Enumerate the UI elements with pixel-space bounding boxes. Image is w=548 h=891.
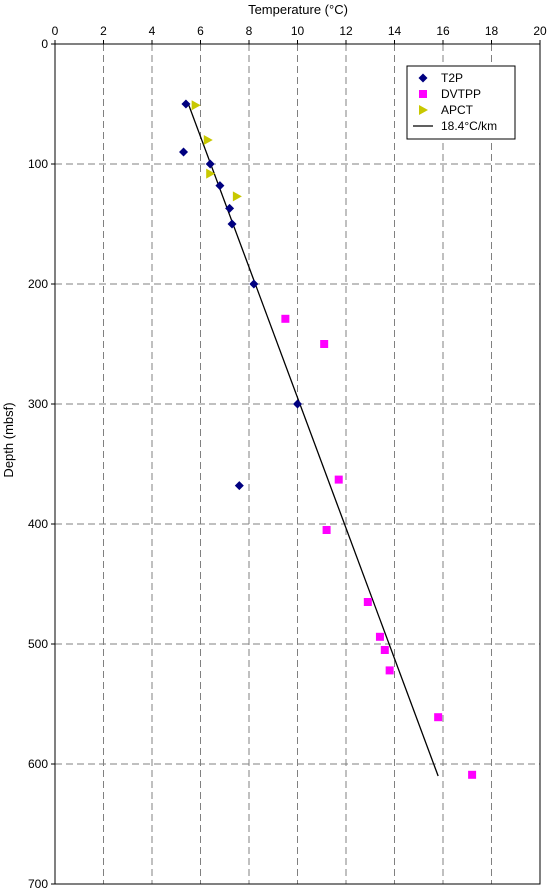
legend-label: DVTPP	[441, 87, 481, 101]
x-tick-label: 16	[436, 24, 450, 38]
y-tick-label: 400	[28, 517, 48, 531]
t2p-point	[181, 99, 191, 109]
t2p-point	[293, 399, 302, 409]
apct-point	[191, 100, 201, 111]
dvtpp-point	[380, 646, 389, 654]
dvtpp-point	[334, 475, 343, 484]
t2p-point	[215, 181, 225, 191]
dvtpp-point	[385, 666, 394, 675]
x-tick-label: 6	[197, 24, 204, 38]
dvtpp-point	[468, 770, 477, 779]
legend-label: 18.4°C/km	[441, 119, 497, 133]
x-tick-label: 20	[533, 24, 547, 38]
legend-marker-swatch	[419, 90, 427, 98]
x-tick-label: 18	[485, 24, 499, 38]
dvtpp-point	[281, 314, 290, 323]
y-tick-label: 200	[28, 277, 48, 291]
x-tick-label: 4	[149, 24, 156, 38]
x-tick-label: 10	[291, 24, 305, 38]
x-tick-label: 8	[246, 24, 253, 38]
y-tick-label: 0	[41, 37, 48, 51]
y-tick-label: 600	[28, 757, 48, 771]
t2p-point	[225, 203, 235, 213]
data-series	[179, 99, 477, 779]
x-axis-title: Temperature (°C)	[248, 2, 348, 17]
x-tick-label: 0	[52, 24, 59, 38]
dvtpp-point	[320, 340, 329, 348]
trend-line	[187, 103, 439, 777]
dvtpp-point	[363, 598, 372, 606]
t2p-point	[249, 279, 259, 289]
legend-label: T2P	[441, 71, 463, 85]
t2p-point	[234, 481, 244, 491]
t2p-point	[227, 219, 237, 229]
apct-point	[203, 135, 213, 145]
y-tick-label: 300	[28, 397, 48, 411]
t2p-point	[205, 159, 215, 169]
legend: T2P DVTPP APCT 18.4°C/km	[406, 65, 516, 140]
dvtpp-point	[375, 632, 384, 641]
x-tick-label: 12	[339, 24, 353, 38]
x-tick-label: 2	[100, 24, 107, 38]
dvtpp-point	[434, 713, 443, 722]
t2p-point	[179, 147, 189, 157]
legend-label: APCT	[441, 103, 474, 117]
y-tick-label: 100	[28, 157, 48, 171]
y-axis-title: Depth (mbsf)	[1, 402, 16, 477]
grid	[54, 43, 541, 885]
legend-marker-swatch	[418, 73, 428, 83]
legend-marker-swatch	[419, 105, 428, 115]
dvtpp-point	[322, 526, 331, 534]
apct-point	[232, 191, 242, 202]
y-tick-label: 700	[28, 877, 48, 891]
apct-point	[206, 168, 216, 179]
x-tick-label: 14	[388, 24, 402, 38]
y-tick-label: 500	[28, 637, 48, 651]
